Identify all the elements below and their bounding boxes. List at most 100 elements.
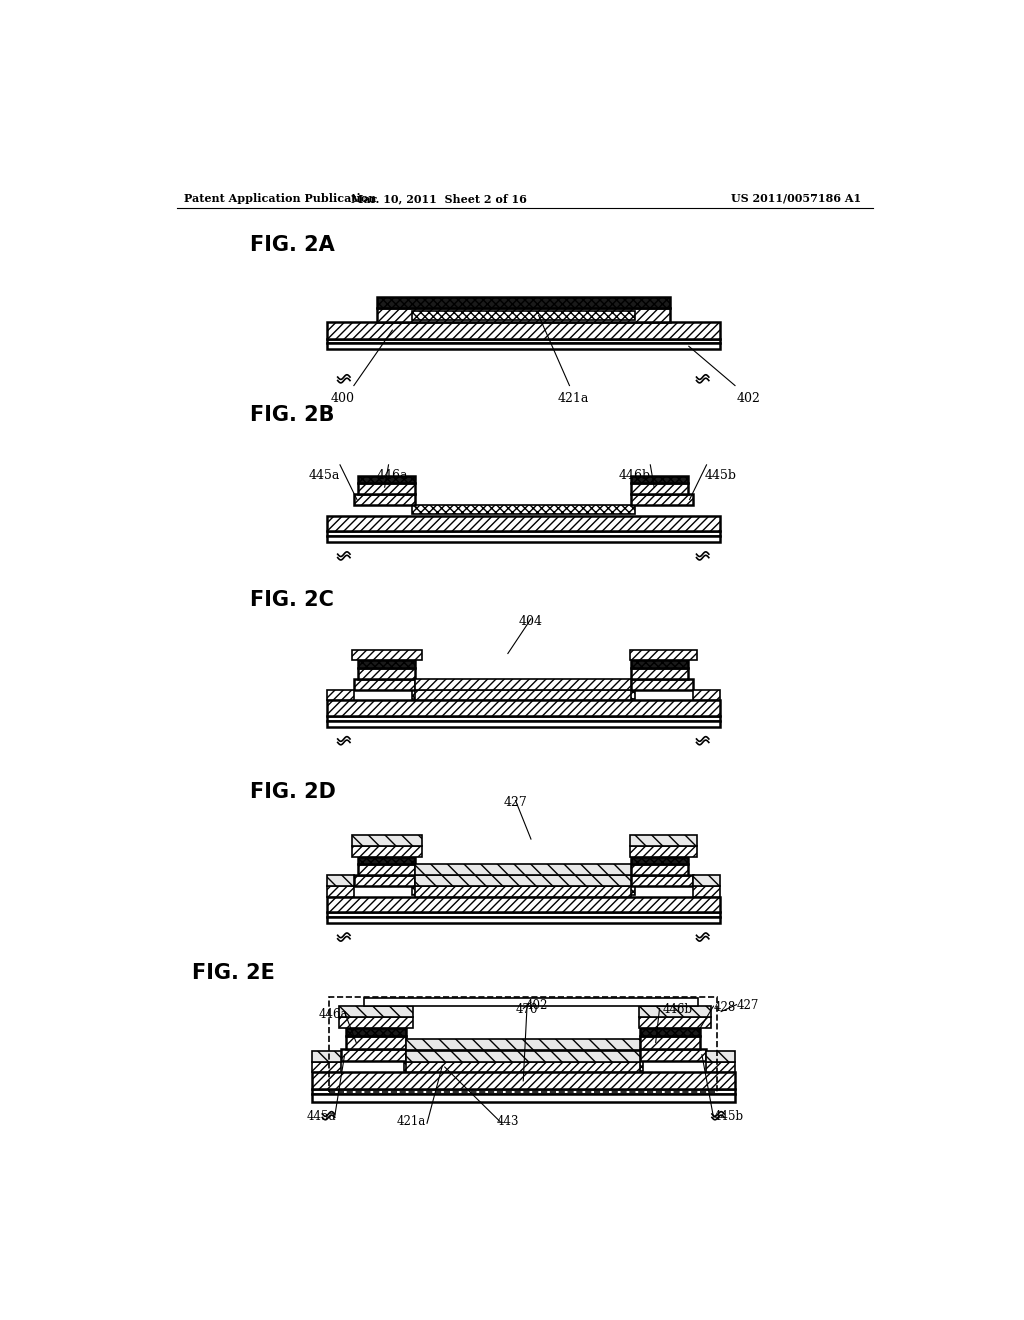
Bar — [354, 875, 416, 886]
Text: Patent Application Publication: Patent Application Publication — [184, 193, 377, 205]
Bar — [706, 1051, 735, 1061]
Bar — [630, 649, 697, 660]
Bar — [358, 475, 416, 483]
Bar — [364, 998, 698, 1006]
Text: 446b: 446b — [663, 1003, 692, 1016]
Bar — [327, 875, 354, 886]
Bar — [311, 1072, 735, 1089]
Bar — [327, 896, 720, 912]
Bar — [354, 678, 416, 689]
Bar — [416, 678, 631, 689]
Bar — [412, 689, 635, 700]
Bar — [377, 297, 670, 308]
Text: FIG. 2E: FIG. 2E — [193, 964, 275, 983]
Bar — [412, 886, 635, 895]
Bar — [412, 312, 635, 321]
Text: 445a: 445a — [309, 470, 340, 483]
Text: 446a: 446a — [318, 1008, 348, 1022]
Bar — [416, 886, 631, 896]
Bar — [311, 1094, 735, 1102]
Text: 446a: 446a — [377, 470, 409, 483]
Bar — [358, 865, 416, 875]
Bar — [339, 1006, 413, 1016]
Bar — [358, 857, 416, 865]
Text: 428: 428 — [714, 1001, 736, 1014]
Bar — [416, 689, 631, 701]
Bar — [692, 689, 720, 701]
Bar — [352, 846, 422, 857]
Bar — [327, 912, 720, 917]
Bar — [706, 1061, 735, 1072]
Bar — [327, 322, 720, 339]
Text: 404: 404 — [519, 615, 543, 628]
Text: 445b: 445b — [714, 1110, 743, 1123]
Bar — [640, 1036, 700, 1048]
Bar — [377, 308, 670, 322]
Bar — [403, 1061, 643, 1071]
Text: 445a: 445a — [307, 1110, 336, 1123]
Bar — [352, 836, 422, 846]
Text: 427: 427 — [504, 796, 527, 809]
Bar — [311, 1089, 735, 1094]
Text: 421a: 421a — [397, 1115, 426, 1127]
Bar — [327, 689, 354, 701]
Bar — [630, 836, 697, 846]
Bar — [341, 1048, 407, 1061]
Bar — [327, 339, 720, 343]
Bar — [330, 997, 717, 1093]
Bar — [631, 475, 688, 483]
Bar — [327, 715, 720, 721]
Text: 445b: 445b — [705, 470, 736, 483]
Bar — [346, 1028, 407, 1036]
Text: 443: 443 — [497, 1115, 519, 1127]
Bar — [631, 875, 692, 886]
Bar — [327, 536, 720, 543]
Bar — [631, 660, 688, 668]
Bar — [358, 660, 416, 668]
Bar — [407, 1051, 640, 1061]
Bar — [327, 701, 720, 715]
Text: US 2011/0057186 A1: US 2011/0057186 A1 — [731, 193, 861, 205]
Text: 421a: 421a — [558, 392, 589, 405]
Bar — [346, 1036, 407, 1048]
Bar — [640, 1028, 700, 1036]
Bar — [327, 531, 720, 536]
Bar — [631, 857, 688, 865]
Text: FIG. 2C: FIG. 2C — [250, 590, 334, 610]
Bar — [631, 494, 692, 506]
Text: FIG. 2D: FIG. 2D — [250, 781, 336, 803]
Bar — [631, 483, 688, 494]
Bar — [692, 875, 720, 886]
Text: 470: 470 — [516, 1003, 539, 1016]
Text: 427: 427 — [737, 999, 759, 1012]
Bar — [639, 1006, 711, 1016]
Bar — [327, 516, 720, 531]
Bar — [358, 668, 416, 678]
Bar — [692, 886, 720, 896]
Bar — [327, 343, 720, 350]
Bar — [407, 1061, 640, 1072]
Bar — [416, 875, 631, 886]
Bar — [339, 1016, 413, 1028]
Bar — [416, 875, 631, 886]
Bar — [327, 886, 354, 896]
Bar — [640, 1048, 706, 1061]
Bar — [630, 846, 697, 857]
Bar — [311, 1051, 341, 1061]
Bar — [354, 494, 416, 506]
Bar — [327, 917, 720, 923]
Text: 400: 400 — [331, 392, 354, 405]
Text: FIG. 2A: FIG. 2A — [250, 235, 335, 255]
Bar — [327, 721, 720, 726]
Text: 402: 402 — [737, 392, 761, 405]
Bar — [416, 865, 631, 875]
Bar — [358, 483, 416, 494]
Bar — [631, 668, 688, 678]
Bar — [311, 1061, 341, 1072]
Text: 446b: 446b — [618, 470, 651, 483]
Bar — [631, 865, 688, 875]
Bar — [352, 649, 422, 660]
Bar — [639, 1016, 711, 1028]
Bar — [412, 506, 635, 515]
Text: 402: 402 — [526, 999, 548, 1012]
